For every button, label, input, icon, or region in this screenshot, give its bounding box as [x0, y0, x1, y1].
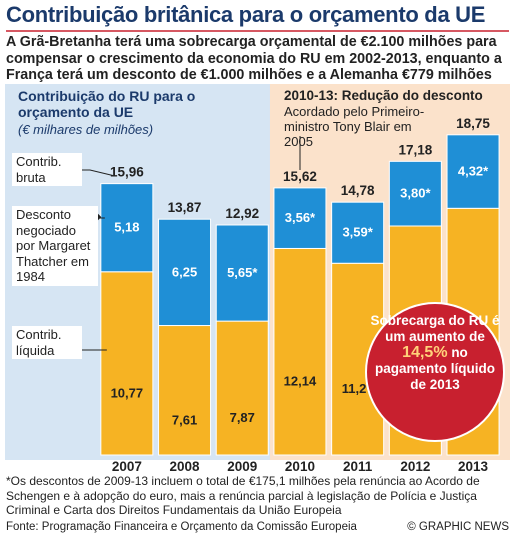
subtitle: A Grã-Bretanha terá uma sobrecarga orçam… [6, 34, 502, 83]
legend-net: Contrib. líquida [12, 326, 82, 359]
title: Contribuição britânica para o orçamento … [6, 2, 486, 27]
x-tick-label: 2010 [285, 459, 315, 474]
chart-title: Contribuição do RU para o orçamento da U… [18, 88, 196, 120]
legend-rebate: Desconto negociado por Margaret Thatcher… [12, 206, 98, 286]
callout: Sobrecarga do RU é um aumento de 14,5% n… [370, 313, 500, 393]
bar-segment [215, 320, 269, 456]
total-label: 12,92 [225, 206, 259, 221]
footnote: *Os descontos de 2009-13 incluem o total… [6, 474, 480, 517]
bar-segment [446, 134, 500, 209]
value-label: 3,59* [342, 225, 373, 240]
callout-text: no pagamento líquido de 2013 [375, 345, 495, 392]
value-label: 7,87 [230, 410, 255, 425]
annotation-text: Acordado pelo Primeiro-ministro Tony Bla… [284, 104, 425, 149]
bar-segment [273, 187, 327, 249]
total-label: 15,96 [110, 165, 144, 180]
value-label: 4,32* [458, 164, 489, 179]
x-tick-label: 2008 [170, 459, 201, 474]
x-tick-label: 2007 [112, 459, 142, 474]
bar-segment [388, 160, 442, 227]
total-label: 13,87 [168, 200, 202, 215]
bar-segment [100, 183, 154, 273]
bar-segment [215, 224, 269, 322]
callout-text: Sobrecarga do RU é um aumento de [370, 313, 500, 344]
value-label: 5,65* [227, 265, 258, 280]
total-label: 18,75 [456, 116, 490, 131]
total-label: 15,62 [283, 169, 317, 184]
total-label: 14,78 [341, 183, 375, 198]
credit: © GRAPHIC NEWS [407, 521, 509, 533]
total-label: 17,18 [398, 142, 432, 157]
value-label: 6,25 [172, 264, 197, 279]
source: Fonte: Programação Financeira e Orçament… [6, 521, 357, 533]
chart-subtitle: (€ milhares de milhões) [18, 122, 154, 137]
value-label: 3,56* [285, 210, 316, 225]
value-label: 12,14 [284, 374, 317, 389]
value-label: 3,80* [400, 186, 431, 201]
x-tick-label: 2009 [227, 459, 257, 474]
value-label: 5,18 [114, 220, 139, 235]
callout-circle [365, 302, 505, 442]
bar-segment [331, 201, 385, 264]
annotation-title: 2010-13: Redução do desconto [284, 88, 483, 103]
value-label: 11,27 [342, 381, 374, 396]
bar-segment [100, 271, 154, 456]
callout-highlight: 14,5% [402, 344, 448, 361]
bar-segment [158, 218, 212, 327]
bar-segment [158, 325, 212, 456]
x-tick-label: 2011 [343, 459, 373, 474]
bar-segment [273, 247, 327, 456]
value-label: 10,77 [111, 385, 144, 400]
value-label: 7,61 [172, 412, 197, 427]
x-tick-label: 2013 [458, 459, 489, 474]
x-tick-label: 2012 [400, 459, 430, 474]
legend-gross: Contrib. bruta [12, 153, 82, 186]
